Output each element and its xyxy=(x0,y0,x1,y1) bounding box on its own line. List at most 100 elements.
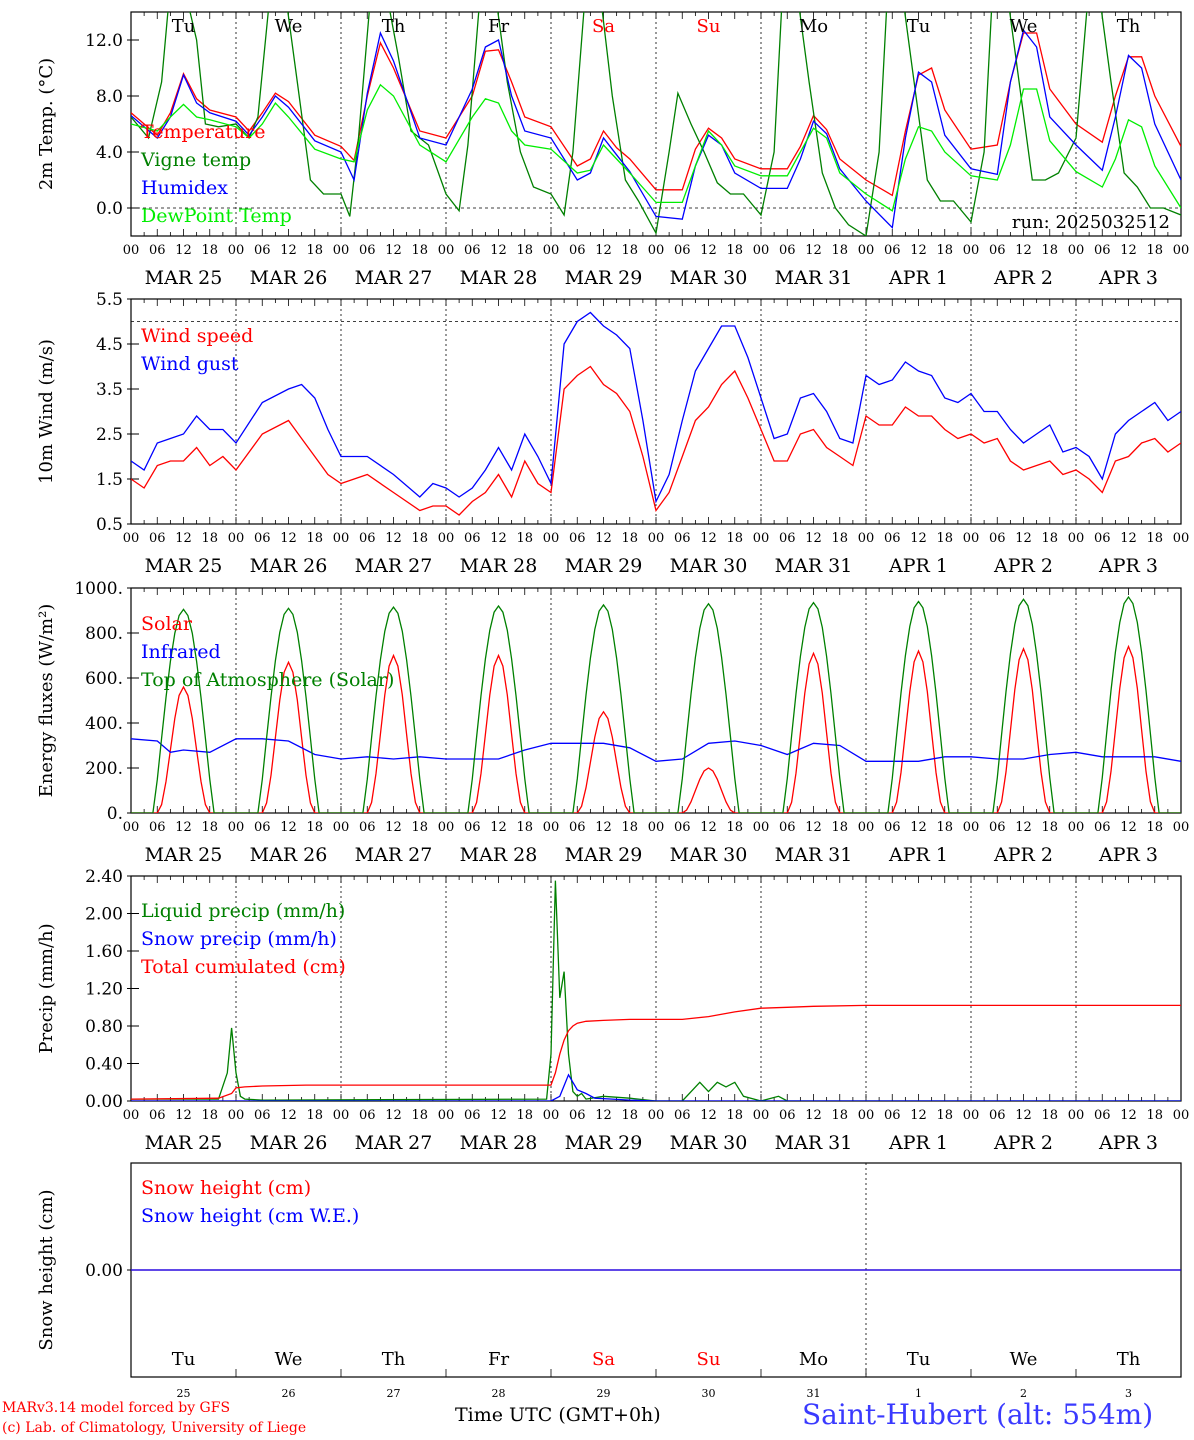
hour-tick-label: 18 xyxy=(726,1108,743,1123)
hour-tick-label: 06 xyxy=(674,1108,691,1123)
date-label: APR 1 xyxy=(888,555,948,577)
hour-tick-label: 06 xyxy=(464,243,481,258)
hour-tick-label: 18 xyxy=(726,820,743,835)
hour-tick-label: 06 xyxy=(884,820,901,835)
series-group xyxy=(131,311,1181,516)
hour-tick-label: 18 xyxy=(1041,820,1058,835)
hour-tick-label: 00 xyxy=(438,243,455,258)
hour-tick-label: 18 xyxy=(411,1108,428,1123)
hour-tick-label: 06 xyxy=(464,820,481,835)
date-label: MAR 27 xyxy=(355,844,433,866)
day-of-week-label: Tu xyxy=(172,16,196,37)
hour-tick-label: 18 xyxy=(516,1108,533,1123)
hour-tick-label: 00 xyxy=(333,531,350,546)
hour-tick-label: 12 xyxy=(1015,820,1032,835)
hour-tick-label: 00 xyxy=(648,1108,665,1123)
hour-tick-label: 06 xyxy=(989,243,1006,258)
day-of-week-label: We xyxy=(275,1349,303,1370)
hour-tick-label: 00 xyxy=(543,1108,560,1123)
legend-snow-precip-mm-h-: Snow precip (mm/h) xyxy=(141,928,337,950)
date-label: MAR 25 xyxy=(145,267,223,289)
date-label: MAR 27 xyxy=(355,555,433,577)
date-label: APR 1 xyxy=(888,1132,948,1154)
date-label: MAR 31 xyxy=(775,1132,853,1154)
y-tick-label: 4.5 xyxy=(96,335,123,355)
day-of-week-label: Mo xyxy=(799,1349,828,1370)
hour-tick-label: 18 xyxy=(201,531,218,546)
hour-tick-label: 12 xyxy=(805,243,822,258)
legend-wind-speed: Wind speed xyxy=(141,325,253,347)
hour-tick-label: 00 xyxy=(753,1108,770,1123)
hour-tick-label: 00 xyxy=(963,1108,980,1123)
hour-tick-label: 06 xyxy=(359,1108,376,1123)
date-label: MAR 27 xyxy=(355,267,433,289)
day-of-week-label: Fr xyxy=(488,1349,509,1370)
series-line-liquid-precip-mm-h- xyxy=(131,880,1181,1101)
date-label: MAR 30 xyxy=(670,267,748,289)
hour-tick-label: 18 xyxy=(1041,243,1058,258)
hour-tick-label: 12 xyxy=(280,531,297,546)
date-label: MAR 29 xyxy=(565,267,643,289)
day-of-week-label: Sa xyxy=(592,16,615,37)
series-group xyxy=(131,595,1181,813)
hour-tick-label: 12 xyxy=(1120,1108,1137,1123)
legend-snow-height-cm-w-e-: Snow height (cm W.E.) xyxy=(141,1205,359,1227)
hour-tick-label: 18 xyxy=(726,243,743,258)
series-line-wind-gust xyxy=(131,311,1181,504)
hour-tick-label: 06 xyxy=(884,1108,901,1123)
day-of-week-label: Th xyxy=(382,16,406,37)
date-label: APR 1 xyxy=(888,844,948,866)
hour-tick-label: 12 xyxy=(490,243,507,258)
hour-tick-label: 00 xyxy=(228,243,245,258)
y-tick-label: 0.40 xyxy=(85,1055,123,1075)
date-label: MAR 29 xyxy=(565,555,643,577)
hour-tick-label: 12 xyxy=(910,820,927,835)
day-of-week-label: Sa xyxy=(592,1349,615,1370)
hour-tick-label: 18 xyxy=(621,243,638,258)
y-tick-label: 8.0 xyxy=(96,87,123,107)
hour-tick-label: 12 xyxy=(385,243,402,258)
hour-tick-label: 18 xyxy=(201,820,218,835)
day-of-week-label: Tu xyxy=(907,1349,931,1370)
y-tick-label: 12.0 xyxy=(85,31,123,51)
hour-tick-label: 12 xyxy=(700,820,717,835)
series-line-total-cumulated-cm- xyxy=(131,1004,1181,1100)
day-of-week-label: Su xyxy=(697,16,721,37)
day-of-week-label: Tu xyxy=(907,16,931,37)
hour-tick-label: 18 xyxy=(411,243,428,258)
date-label: MAR 31 xyxy=(775,844,853,866)
series-line-solar xyxy=(131,644,1181,813)
hour-tick-label: 18 xyxy=(936,531,953,546)
hour-tick-label: 06 xyxy=(359,820,376,835)
hour-tick-label: 06 xyxy=(149,531,166,546)
hour-tick-label: 12 xyxy=(385,820,402,835)
y-tick-label: 4.0 xyxy=(96,143,123,163)
hour-tick-label: 12 xyxy=(490,1108,507,1123)
hour-tick-label: 18 xyxy=(831,820,848,835)
hour-tick-label: 18 xyxy=(621,531,638,546)
hour-tick-label: 06 xyxy=(149,820,166,835)
hour-tick-label: 00 xyxy=(228,820,245,835)
hour-tick-label: 18 xyxy=(936,820,953,835)
date-label: MAR 26 xyxy=(250,1132,328,1154)
hour-tick-label: 18 xyxy=(306,243,323,258)
hour-tick-label: 12 xyxy=(1120,531,1137,546)
hour-tick-label: 00 xyxy=(333,820,350,835)
date-label: MAR 30 xyxy=(670,1132,748,1154)
hour-tick-label: 18 xyxy=(831,531,848,546)
hour-tick-label: 00 xyxy=(543,531,560,546)
hour-tick-label: 00 xyxy=(648,820,665,835)
hour-tick-label: 06 xyxy=(569,1108,586,1123)
day-number-label: 29 xyxy=(597,1387,611,1400)
hour-tick-label: 06 xyxy=(569,820,586,835)
day-number-label: 2 xyxy=(1020,1387,1027,1400)
series-line-top-of-atmosphere-solar- xyxy=(131,595,1181,813)
hour-tick-label: 06 xyxy=(149,243,166,258)
hour-tick-label: 06 xyxy=(1094,1108,1111,1123)
hour-tick-label: 18 xyxy=(621,1108,638,1123)
series-line-wind-speed xyxy=(131,365,1181,516)
legend-infrared: Infrared xyxy=(141,641,221,663)
hour-tick-label: 00 xyxy=(438,531,455,546)
day-number-label: 3 xyxy=(1125,1387,1132,1400)
day-of-week-label: Su xyxy=(697,1349,721,1370)
